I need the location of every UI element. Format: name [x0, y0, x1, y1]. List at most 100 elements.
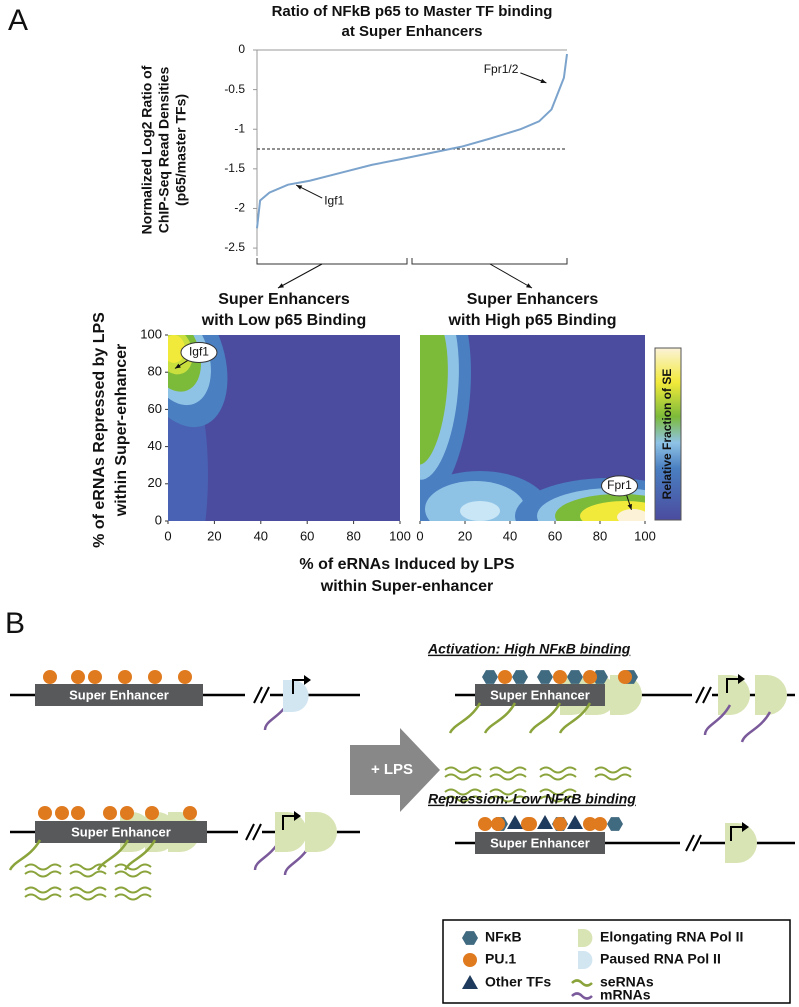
panel-label: B [5, 607, 25, 640]
rna-pol-ii [578, 929, 593, 947]
text: -2 [234, 201, 245, 215]
text: with High p65 Binding [448, 312, 617, 329]
other-tf [507, 815, 523, 829]
rna-pol-ii [283, 680, 309, 712]
serna [489, 795, 527, 803]
rna-pol-ii [725, 823, 757, 863]
rna-pol-ii [610, 675, 642, 715]
contour [460, 501, 500, 521]
pu1 [583, 817, 597, 831]
text: 40 [254, 528, 268, 543]
serna [489, 788, 527, 796]
text: 0 [155, 512, 162, 527]
text: Normalized Log2 Ratio of [139, 65, 155, 234]
text: Other TFs [485, 974, 551, 990]
contour [617, 509, 645, 521]
nfkb [482, 670, 498, 684]
tss-arrow [282, 815, 295, 830]
line [256, 53, 568, 229]
pu1 [71, 670, 85, 684]
legend-serna [571, 979, 593, 987]
serna [24, 886, 62, 894]
serna [24, 863, 62, 871]
serna [69, 886, 107, 894]
pu1 [103, 806, 117, 820]
pu1 [553, 817, 567, 831]
other-tf [462, 975, 478, 989]
pu1 [55, 806, 69, 820]
callout [180, 341, 218, 363]
text: at Super Enhancers [342, 23, 483, 40]
nfkb [537, 670, 553, 684]
serna [539, 795, 577, 803]
text: 20 [458, 528, 472, 543]
rna [8, 839, 42, 871]
serna [24, 893, 62, 901]
rna-pol-ii [578, 951, 593, 969]
text: 100 [389, 528, 411, 543]
super-enhancer [475, 684, 605, 706]
text: PU.1 [485, 951, 516, 967]
text: Ratio of NFkB p65 to Master TF binding [272, 3, 553, 20]
pu1 [183, 806, 197, 820]
arrow [489, 263, 533, 289]
callout [601, 475, 638, 497]
serna [444, 788, 482, 796]
annotation: Fpr1/2 [484, 62, 519, 76]
super-enhancer [35, 821, 207, 843]
rna-pol-ii [275, 812, 307, 852]
tss-head [742, 822, 749, 832]
text: Relative Fraction of SE [660, 369, 674, 500]
rna [528, 702, 562, 734]
text: (p65/master TFs) [173, 94, 189, 206]
bracket [411, 258, 568, 265]
text: ChIP-Seq Read Densities [156, 67, 172, 234]
rna-pol-ii [305, 812, 337, 852]
serna [539, 766, 577, 774]
pu1 [521, 817, 535, 831]
text: 80 [346, 528, 360, 543]
tss-arrow [726, 678, 739, 693]
break [695, 686, 705, 704]
pu1 [148, 670, 162, 684]
serna [444, 773, 482, 781]
arrow-head [174, 363, 181, 369]
tss-head [294, 811, 301, 821]
serna [444, 766, 482, 774]
pu1 [145, 806, 159, 820]
text: Activation: High NFκB binding [427, 641, 631, 657]
text: 80 [148, 364, 162, 379]
rna [483, 702, 517, 734]
break [692, 834, 702, 852]
break [253, 686, 263, 704]
serna [444, 795, 482, 803]
text: 20 [207, 528, 221, 543]
pu1 [593, 817, 607, 831]
rna [703, 704, 732, 736]
arrow-head [526, 283, 532, 288]
heatmap [168, 335, 400, 521]
text: 0 [416, 528, 423, 543]
text: -2.5 [224, 240, 245, 254]
text: % of eRNAs Induced by LPS [299, 556, 514, 573]
serna [114, 870, 152, 878]
annotation: Igf1 [324, 193, 344, 207]
treatment-arrow [350, 728, 440, 812]
pu1 [118, 670, 132, 684]
super-enhancer [35, 684, 203, 706]
text: NFκB [485, 929, 522, 945]
serna [69, 893, 107, 901]
text: 60 [148, 401, 162, 416]
serna [594, 766, 632, 774]
break [702, 686, 712, 704]
serna [489, 766, 527, 774]
text: 80 [593, 528, 607, 543]
text: Repression: Low NFκB binding [428, 791, 636, 807]
serna [69, 870, 107, 878]
pu1 [463, 953, 477, 967]
rna [558, 702, 592, 734]
tss-arrow [292, 679, 305, 694]
text: mRNAs [600, 987, 651, 1003]
nfkb [567, 670, 583, 684]
